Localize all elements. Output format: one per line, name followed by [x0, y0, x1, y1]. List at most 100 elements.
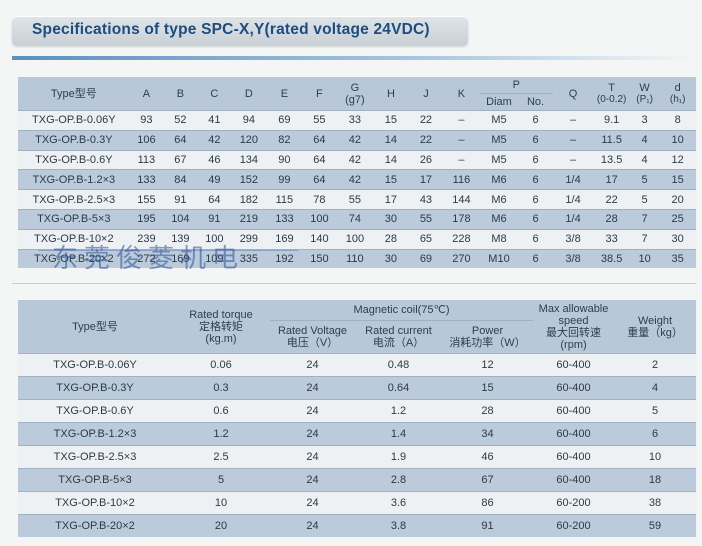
table-cell: 0.48: [355, 353, 442, 377]
header2-torque: Rated torque 定格转矩 (kg.m): [172, 300, 270, 354]
table-cell: 24: [270, 399, 355, 423]
header-h: H: [373, 77, 409, 111]
row-type-cell: TXG-OP.B-0.06Y: [18, 110, 130, 131]
table-cell: 49: [197, 169, 232, 190]
table-cell: 10: [629, 249, 660, 269]
table-cell: 22: [593, 189, 630, 210]
table-cell: 9.1: [593, 110, 630, 131]
header2-speed-en2: speed: [558, 314, 589, 327]
table-cell: 109: [197, 249, 232, 269]
header2-weight-en: Weight: [638, 314, 673, 327]
table-row: TXG-OP.B-0.6Y 113 67 46 134 90 64 42 14 26– M5 6–13…: [18, 150, 696, 170]
header2-weight: Weight 重量（kg）: [614, 300, 697, 354]
table-cell: 5: [629, 189, 660, 210]
table-cell: 55: [408, 209, 444, 230]
table-cell: 60-400: [533, 422, 615, 446]
table-cell: 116: [443, 169, 480, 190]
row-type-cell: TXG-OP.B-10×2: [18, 491, 172, 515]
table-cell: M5: [479, 130, 519, 151]
table-row: TXG-OP.B-2.5×3 2.5 24 1.9 46 60-400 10: [18, 445, 697, 469]
header2-speed-cn: 最大回转速: [546, 326, 602, 339]
dimensions-table-body: TXG-OP.B-0.06Y 93 52 41 94 69 55 33 15 22– M5 6–9.1…: [18, 110, 696, 269]
table-cell: 270: [443, 249, 480, 269]
title-banner: Specifications of type SPC-X,Y(rated vol…: [12, 16, 468, 46]
table-cell: 3/8: [552, 249, 594, 269]
row-type-cell: TXG-OP.B-0.06Y: [18, 353, 172, 377]
header-q: Q: [552, 77, 594, 111]
table-row: TXG-OP.B-1.2×3 133 84 49 152 99 64 42 15 17 116 M6 6…: [18, 169, 696, 190]
table-cell: 1/4: [552, 169, 594, 190]
table-cell: 100: [302, 209, 337, 230]
table-cell: 150: [302, 249, 337, 269]
table-cell: 24: [270, 468, 355, 492]
table-cell: 15: [373, 110, 409, 131]
table-cell: 1/4: [552, 189, 594, 210]
table-cell: 4: [629, 130, 660, 151]
table-cell: 91: [442, 514, 534, 537]
table-cell: 15: [659, 169, 696, 190]
table-cell: M10: [479, 249, 519, 269]
table-cell: 4: [614, 376, 697, 400]
table-cell: 17: [408, 169, 444, 190]
table-cell: M8: [479, 229, 519, 250]
header-type: Type型号: [18, 77, 130, 111]
table-cell: 93: [129, 110, 164, 131]
table-cell: 28: [442, 399, 534, 423]
table-cell: 64: [302, 150, 337, 170]
table-cell: 6: [518, 209, 553, 230]
table-cell: 60-400: [533, 353, 615, 377]
table-cell: 5: [172, 468, 270, 492]
table-cell: –: [443, 150, 480, 170]
header-d-shaft: d (h₁): [659, 77, 696, 111]
table-cell: 18: [614, 468, 697, 492]
table-cell: M6: [479, 189, 519, 210]
table-cell: –: [552, 150, 594, 170]
header-t-sub: (0-0.2): [596, 93, 627, 105]
table-cell: 169: [163, 249, 198, 269]
table-cell: 78: [302, 189, 337, 210]
table-cell: 139: [163, 229, 198, 250]
table-cell: 74: [336, 209, 374, 230]
header2-torque-en: Rated torque: [189, 308, 253, 321]
table-cell: 60-200: [533, 514, 615, 537]
table-cell: 24: [270, 491, 355, 515]
dimensions-table: Type型号 A B C D E F G (g7) H J K P Q T (0…: [18, 77, 696, 269]
table-cell: –: [552, 110, 594, 131]
table-cell: 0.3: [172, 376, 270, 400]
table-cell: 299: [231, 229, 267, 250]
table-cell: 5: [629, 169, 660, 190]
row-type-cell: TXG-OP.B-5×3: [18, 209, 130, 230]
table-cell: 1.2: [172, 422, 270, 446]
table-cell: 6: [518, 229, 553, 250]
table-cell: 5: [614, 399, 697, 423]
table-cell: 3.8: [355, 514, 442, 537]
header-b: B: [163, 77, 198, 111]
table-cell: M5: [479, 150, 519, 170]
table-cell: 10: [614, 445, 697, 469]
row-type-cell: TXG-OP.B-10×2: [18, 229, 130, 250]
table-cell: 64: [197, 189, 232, 210]
table-cell: 60-400: [533, 376, 615, 400]
header-g-sub: (g7): [345, 93, 365, 106]
table-cell: 65: [408, 229, 444, 250]
table-cell: 30: [373, 209, 409, 230]
table-cell: 69: [408, 249, 444, 269]
table-cell: –: [443, 130, 480, 151]
table-cell: 91: [197, 209, 232, 230]
table-cell: 152: [231, 169, 267, 190]
table-cell: 2: [614, 353, 697, 377]
header2-current-cn: 电流（A）: [372, 337, 425, 349]
header-w-label: W: [639, 81, 650, 94]
table-cell: 2.5: [172, 445, 270, 469]
table-cell: 41: [197, 110, 232, 131]
table-cell: 3.6: [355, 491, 442, 515]
header-g-label: G: [350, 81, 360, 94]
table-cell: 100: [197, 229, 232, 250]
header-d-shaft-label: d: [674, 81, 681, 94]
watermark-line: [38, 250, 298, 251]
table-cell: 1/4: [552, 209, 594, 230]
table-cell: 0.6: [172, 399, 270, 423]
table-cell: 335: [231, 249, 267, 269]
table-cell: 134: [231, 150, 267, 170]
row-type-cell: TXG-OP.B-2.5×3: [18, 189, 130, 210]
